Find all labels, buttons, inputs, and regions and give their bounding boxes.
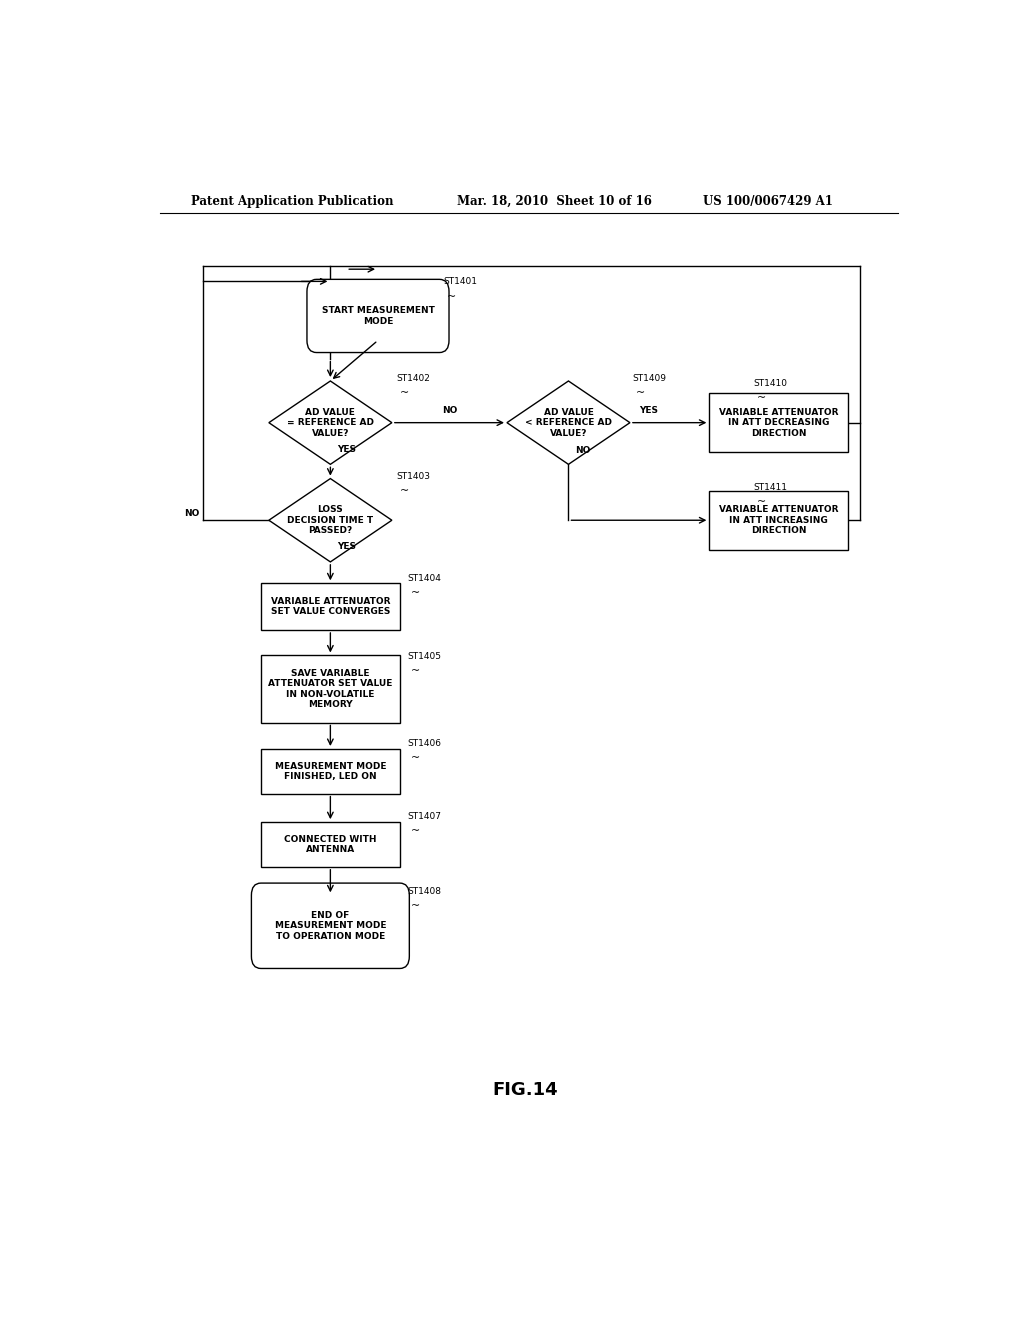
Text: ~: ~ — [412, 826, 421, 836]
Polygon shape — [507, 381, 630, 465]
Text: ~: ~ — [412, 752, 421, 763]
Text: LOSS
DECISION TIME T
PASSED?: LOSS DECISION TIME T PASSED? — [288, 506, 374, 535]
Text: START MEASUREMENT
MODE: START MEASUREMENT MODE — [322, 306, 434, 326]
Text: ~: ~ — [412, 902, 421, 911]
FancyBboxPatch shape — [252, 883, 410, 969]
Text: ST1405: ST1405 — [408, 652, 441, 660]
Text: ST1408: ST1408 — [408, 887, 441, 896]
Text: ST1409: ST1409 — [632, 374, 666, 383]
Bar — [261, 822, 399, 867]
Text: ~: ~ — [400, 388, 410, 399]
Text: ~: ~ — [758, 393, 767, 403]
Text: Patent Application Publication: Patent Application Publication — [191, 194, 394, 207]
Text: AD VALUE
= REFERENCE AD
VALUE?: AD VALUE = REFERENCE AD VALUE? — [287, 408, 374, 437]
Text: YES: YES — [337, 445, 355, 454]
Text: ST1401: ST1401 — [443, 277, 477, 286]
Text: ~: ~ — [400, 486, 410, 496]
Text: NO: NO — [184, 508, 200, 517]
Text: ST1410: ST1410 — [754, 379, 787, 388]
Text: ~: ~ — [636, 388, 645, 399]
Text: ST1407: ST1407 — [408, 812, 441, 821]
Text: AD VALUE
< REFERENCE AD
VALUE?: AD VALUE < REFERENCE AD VALUE? — [525, 408, 612, 437]
Text: NO: NO — [574, 446, 590, 454]
Text: ST1402: ST1402 — [396, 374, 430, 383]
Text: YES: YES — [337, 543, 355, 552]
Bar — [261, 748, 399, 793]
Text: END OF
MEASUREMENT MODE
TO OPERATION MODE: END OF MEASUREMENT MODE TO OPERATION MOD… — [274, 911, 386, 941]
Text: FIG.14: FIG.14 — [492, 1081, 558, 1100]
Text: ST1406: ST1406 — [408, 739, 441, 748]
Text: ~: ~ — [412, 589, 421, 598]
Text: CONNECTED WITH
ANTENNA: CONNECTED WITH ANTENNA — [284, 834, 377, 854]
Text: MEASUREMENT MODE
FINISHED, LED ON: MEASUREMENT MODE FINISHED, LED ON — [274, 762, 386, 781]
Text: ST1411: ST1411 — [754, 483, 787, 492]
Bar — [261, 583, 399, 630]
Polygon shape — [269, 381, 392, 465]
Text: Mar. 18, 2010  Sheet 10 of 16: Mar. 18, 2010 Sheet 10 of 16 — [458, 194, 652, 207]
Text: ~: ~ — [758, 496, 767, 507]
Text: NO: NO — [441, 407, 457, 414]
Text: SAVE VARIABLE
ATTENUATOR SET VALUE
IN NON-VOLATILE
MEMORY: SAVE VARIABLE ATTENUATOR SET VALUE IN NO… — [268, 669, 392, 709]
Text: VARIABLE ATTENUATOR
IN ATT DECREASING
DIRECTION: VARIABLE ATTENUATOR IN ATT DECREASING DI… — [719, 408, 839, 437]
Bar — [261, 656, 399, 722]
Polygon shape — [269, 479, 392, 562]
Text: VARIABLE ATTENUATOR
IN ATT INCREASING
DIRECTION: VARIABLE ATTENUATOR IN ATT INCREASING DI… — [719, 506, 839, 535]
Text: VARIABLE ATTENUATOR
SET VALUE CONVERGES: VARIABLE ATTENUATOR SET VALUE CONVERGES — [270, 597, 390, 616]
Text: ~: ~ — [447, 292, 457, 301]
Bar — [710, 393, 848, 453]
FancyBboxPatch shape — [307, 280, 449, 352]
Text: US 100/0067429 A1: US 100/0067429 A1 — [703, 194, 834, 207]
Text: ~: ~ — [412, 665, 421, 676]
Text: ST1403: ST1403 — [396, 471, 430, 480]
Bar — [710, 491, 848, 549]
Text: ST1404: ST1404 — [408, 574, 441, 583]
Text: YES: YES — [639, 407, 658, 414]
